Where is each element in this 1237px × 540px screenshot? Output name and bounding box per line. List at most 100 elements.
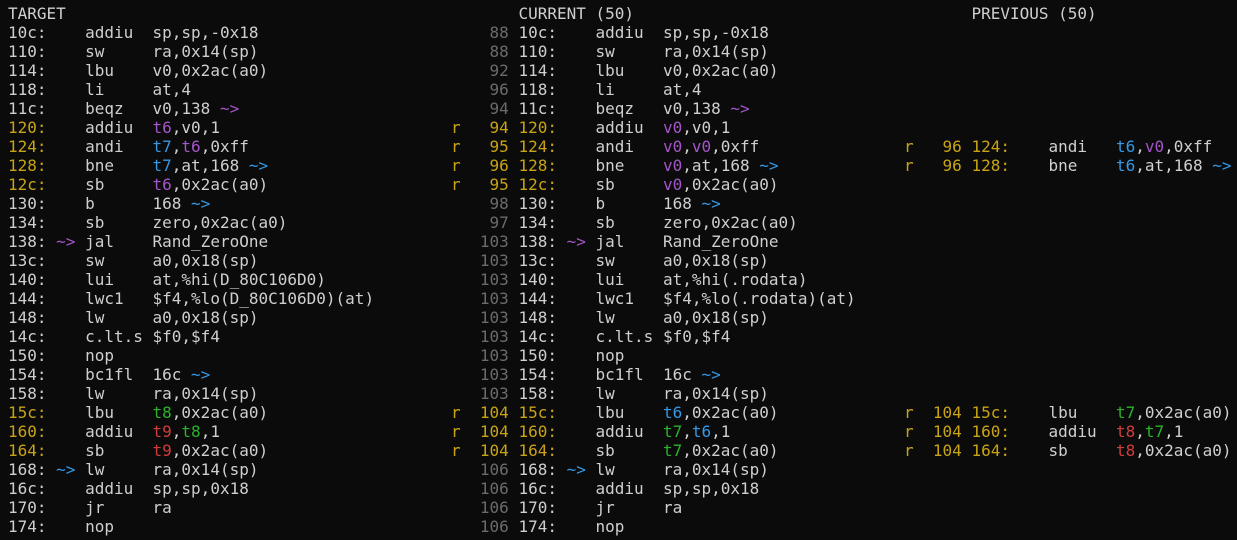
- gap: [509, 232, 519, 251]
- mnemonic: lwc1: [85, 289, 153, 308]
- gap: [1020, 137, 1049, 156]
- register-operand: t6: [152, 118, 172, 137]
- gap: [1020, 156, 1049, 175]
- gap: [962, 156, 972, 175]
- gap: [567, 270, 596, 289]
- row-changed-marker-linenum: r 104: [451, 403, 509, 422]
- operand-text: $f0,$f4: [152, 327, 220, 346]
- row-changed-marker-linenum: r 94: [451, 118, 509, 137]
- register-operand: t7: [1115, 403, 1136, 422]
- previous-row-160: r 104 160: addiu t8,t7,1: [904, 422, 1232, 441]
- source-linenum: 103: [451, 270, 509, 289]
- operand-text: 168: [662, 194, 702, 213]
- address: 120:: [518, 118, 567, 137]
- current-column-header: CURRENT (50): [451, 4, 856, 23]
- gap: [962, 137, 972, 156]
- mnemonic: addiu: [595, 479, 663, 498]
- operand-text: ,: [171, 137, 182, 156]
- previous-empty-line: [904, 384, 1232, 403]
- register-operand: t9: [152, 441, 172, 460]
- previous-empty-line: [904, 23, 1232, 42]
- gap: [567, 403, 596, 422]
- mnemonic: sb: [85, 441, 153, 460]
- operand-text: ,0x2ac(a0): [171, 441, 269, 460]
- mnemonic: bc1fl: [595, 365, 663, 384]
- current-row-13c: 103 13c: sw a0,0x18(sp): [451, 251, 856, 270]
- register-operand: t6: [1115, 137, 1136, 156]
- register-operand: v0: [662, 156, 683, 175]
- previous-row-128: r 96 128: bne t6,at,168 ~>: [904, 156, 1232, 175]
- target-row-140: 140: lui at,%hi(D_80C106D0): [8, 270, 374, 289]
- address: 12c:: [518, 175, 567, 194]
- gap: [509, 289, 519, 308]
- target-row-164: 164: sb t9,0x2ac(a0): [8, 441, 374, 460]
- address: 110:: [8, 42, 57, 61]
- mnemonic: sw: [595, 42, 663, 61]
- row-changed-marker-linenum: r 95: [451, 137, 509, 156]
- gap: [56, 327, 85, 346]
- branch-target-arrow-icon: ~>: [730, 99, 750, 118]
- gap: [509, 61, 519, 80]
- gap: [509, 99, 519, 118]
- row-changed-marker-linenum: r 96: [904, 156, 962, 175]
- register-operand: t7: [662, 441, 683, 460]
- current-row-144: 103 144: lwc1 $f4,%lo(.rodata)(at): [451, 289, 856, 308]
- source-linenum: 94: [451, 99, 509, 118]
- previous-empty-line: [904, 346, 1232, 365]
- gap: [56, 42, 85, 61]
- gap: [56, 498, 85, 517]
- register-operand: t7: [1144, 422, 1165, 441]
- register-operand: v0: [662, 137, 683, 156]
- address: 118:: [518, 80, 567, 99]
- current-row-174: 106 174: nop: [451, 517, 856, 536]
- mnemonic: addiu: [595, 23, 663, 42]
- gap: [567, 137, 596, 156]
- gap: [56, 403, 85, 422]
- operand-text: v0,0x2ac(a0): [662, 61, 779, 80]
- current-row-130: 98 130: b 168 ~>: [451, 194, 856, 213]
- blank: [904, 213, 914, 232]
- gap: [509, 422, 519, 441]
- previous-empty-line: [904, 498, 1232, 517]
- branch-target-arrow-icon: ~>: [759, 156, 779, 175]
- gap: [567, 517, 596, 536]
- blank: [904, 270, 914, 289]
- gap: [56, 194, 85, 213]
- operand-text: ra,0x14(sp): [662, 460, 769, 479]
- gap: [56, 251, 85, 270]
- blank: [904, 118, 914, 137]
- target-row-134: 134: sb zero,0x2ac(a0): [8, 213, 374, 232]
- address: 150:: [518, 346, 567, 365]
- previous-empty-line: [904, 118, 1232, 137]
- branch-target-arrow-icon: ~>: [191, 194, 211, 213]
- gap: [509, 23, 519, 42]
- mnemonic: lbu: [1048, 403, 1116, 422]
- gap: [567, 42, 596, 61]
- address: 124:: [971, 137, 1020, 156]
- gap: [962, 441, 972, 460]
- branch-target-arrow-icon: ~>: [701, 194, 721, 213]
- address: 138:: [8, 232, 57, 251]
- mnemonic: addiu: [595, 422, 663, 441]
- mnemonic: bne: [595, 156, 663, 175]
- mnemonic: lw: [85, 308, 153, 327]
- gap: [509, 441, 519, 460]
- blank: [904, 175, 914, 194]
- previous-empty-line: [904, 308, 1232, 327]
- operand-text: ,0x2ac(a0): [682, 175, 779, 194]
- operand-text: v0,138: [152, 99, 220, 118]
- address: 10c:: [518, 23, 567, 42]
- source-linenum: 106: [451, 517, 509, 536]
- previous-empty-line: [904, 194, 1232, 213]
- mnemonic: lwc1: [595, 289, 663, 308]
- mnemonic: sb: [85, 175, 153, 194]
- address: 170:: [8, 498, 57, 517]
- target-row-11c: 11c: beqz v0,138 ~>: [8, 99, 374, 118]
- mnemonic: addiu: [85, 422, 153, 441]
- operand-text: $f4,%lo(.rodata)(at): [662, 289, 856, 308]
- blank: [904, 61, 914, 80]
- source-linenum: 106: [451, 460, 509, 479]
- source-linenum: 88: [451, 23, 509, 42]
- source-linenum: 103: [451, 327, 509, 346]
- target-row-160: 160: addiu t9,t8,1: [8, 422, 374, 441]
